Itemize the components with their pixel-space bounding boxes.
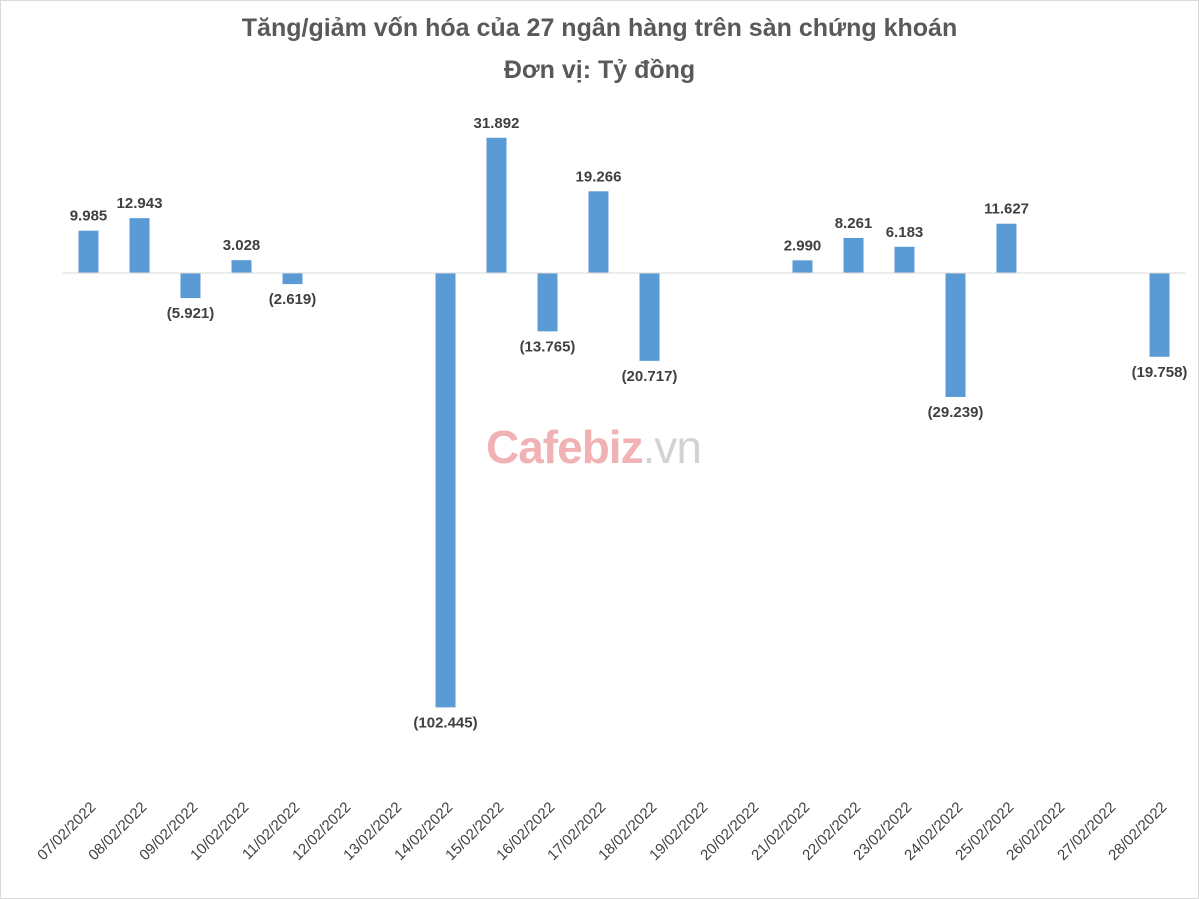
data-label-17/02/2022: 19.266 (576, 168, 622, 185)
bar-14/02/2022 (435, 273, 456, 708)
bar-07/02/2022 (78, 230, 99, 273)
data-label-22/02/2022: 8.261 (835, 215, 873, 232)
chart-subtitle: Đơn vị: Tỷ đồng (503, 56, 696, 84)
data-label-28/02/2022: (19.758) (1132, 364, 1188, 381)
data-label-11/02/2022: (2.619) (269, 291, 317, 308)
data-label-14/02/2022: (102.445) (413, 714, 477, 731)
data-label-16/02/2022: (13.765) (520, 338, 576, 355)
bar-23/02/2022 (894, 246, 915, 273)
data-label-08/02/2022: 12.943 (117, 195, 163, 212)
data-label-21/02/2022: 2.990 (784, 237, 822, 254)
watermark-suffix: .vn (642, 421, 702, 473)
cafebiz-watermark: Cafebiz.vn (486, 420, 702, 474)
bar-11/02/2022 (282, 273, 303, 285)
data-label-07/02/2022: 9.985 (70, 208, 108, 225)
bar-25/02/2022 (996, 223, 1017, 273)
bar-28/02/2022 (1149, 273, 1170, 357)
bar-16/02/2022 (537, 273, 558, 332)
bar-17/02/2022 (588, 191, 609, 273)
bar-15/02/2022 (486, 137, 507, 273)
bar-21/02/2022 (792, 260, 813, 273)
chart-title: Tăng/giảm vốn hóa của 27 ngân hàng trên … (241, 14, 958, 42)
bar-08/02/2022 (129, 218, 150, 273)
data-label-25/02/2022: 11.627 (984, 201, 1029, 218)
bar-18/02/2022 (639, 273, 660, 361)
data-label-18/02/2022: (20.717) (622, 368, 678, 385)
watermark-brand: Cafebiz (486, 421, 644, 473)
data-label-23/02/2022: 6.183 (886, 224, 924, 241)
bar-24/02/2022 (945, 273, 966, 397)
data-label-15/02/2022: 31.892 (474, 115, 520, 132)
bar-10/02/2022 (231, 260, 252, 273)
bar-09/02/2022 (180, 273, 201, 299)
data-label-10/02/2022: 3.028 (223, 237, 261, 254)
data-label-24/02/2022: (29.239) (928, 404, 984, 421)
data-label-09/02/2022: (5.921) (167, 305, 215, 322)
bar-22/02/2022 (843, 237, 864, 273)
